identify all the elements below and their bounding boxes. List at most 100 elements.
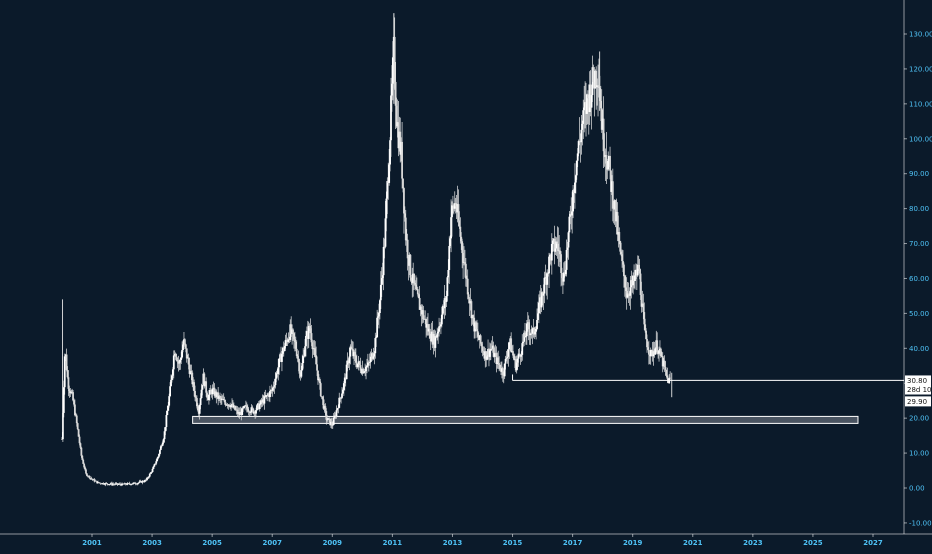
candle [663,355,666,372]
candle [461,238,464,269]
candle-body [103,484,106,485]
candle-body [565,249,568,270]
candle-body [266,395,269,396]
candle [296,354,299,362]
candle [152,465,155,470]
candle-body [95,480,98,482]
candle-body [525,336,527,338]
candle-body [506,356,509,359]
candle [86,472,88,477]
candle-body [65,354,68,370]
candle-body [567,232,570,248]
candle-body [193,382,196,391]
candle [335,405,338,419]
candle-body [153,464,156,467]
candle [110,481,113,486]
candle-body [74,415,77,416]
candle [509,335,512,352]
candle-body [256,405,258,411]
candle-body [458,220,461,227]
candle-body [529,333,532,336]
candle-body [547,273,550,274]
price-axis[interactable]: -10.000.0010.0020.0030.0040.0050.0060.00… [904,31,932,528]
candle-body [239,411,242,416]
candle [64,353,67,362]
candle-body [518,353,521,355]
candle [584,81,586,129]
candle [613,199,616,225]
candle-body [402,178,404,189]
candle [175,353,178,362]
candle-body [145,479,147,481]
candle [525,319,528,345]
candle-body [546,273,549,285]
candle-body [584,102,586,108]
candle [142,480,145,483]
candle [314,341,317,358]
candle-body [391,83,393,96]
candle-body [101,483,104,484]
candle [210,388,213,398]
candle-body [431,331,434,345]
candle [527,315,530,341]
candle [248,410,251,417]
y-tick-label: 120.00 [909,65,932,73]
candle-body [199,398,202,406]
candle-body [352,349,355,357]
candle-body [412,273,415,284]
candle-body [307,325,310,339]
candle-body [342,389,344,394]
candle [125,483,128,486]
candle [122,483,125,485]
candle-body [568,216,571,233]
candle [508,341,511,359]
candle [607,151,610,172]
support-band[interactable] [192,415,859,424]
candle-body [474,322,477,332]
candle-body [302,355,305,364]
candle-body [147,476,150,478]
candle-body [116,483,119,485]
candle-body [513,355,515,360]
candle [652,341,655,366]
candle-body [232,403,234,408]
candle [215,389,218,404]
candle [108,484,110,486]
candle-body [121,483,123,486]
candle-body [604,155,607,157]
candle [544,264,547,280]
candle [577,139,580,157]
candle-body [450,217,452,239]
candle-body [423,318,426,320]
candle-body [219,396,221,398]
candle [62,380,65,418]
candle [302,348,305,369]
candle [122,483,124,485]
candle [547,271,550,277]
candle [260,397,263,408]
candle-body [660,356,663,357]
candle-body [608,155,611,162]
candle [309,318,312,340]
candle [637,255,640,271]
candle-body [479,335,482,344]
candle-body [473,317,476,332]
candle [360,367,363,375]
candle [255,407,257,418]
candle [604,148,607,181]
candle [213,383,216,398]
candle-body [62,387,65,413]
candle-body [439,326,441,327]
time-axis[interactable]: 2001 2003 2005 2007 2009 2011 2013 2015 2017 2019… [82,534,883,547]
candle-body [356,364,359,367]
candle [375,335,378,347]
candle [354,348,356,361]
candle [370,348,373,362]
candle-body [469,301,472,304]
candle [475,321,477,331]
candle-body [580,129,583,143]
candle-body [531,329,534,334]
candle [155,459,158,466]
candle-body [629,287,632,296]
candle-body [292,329,294,334]
